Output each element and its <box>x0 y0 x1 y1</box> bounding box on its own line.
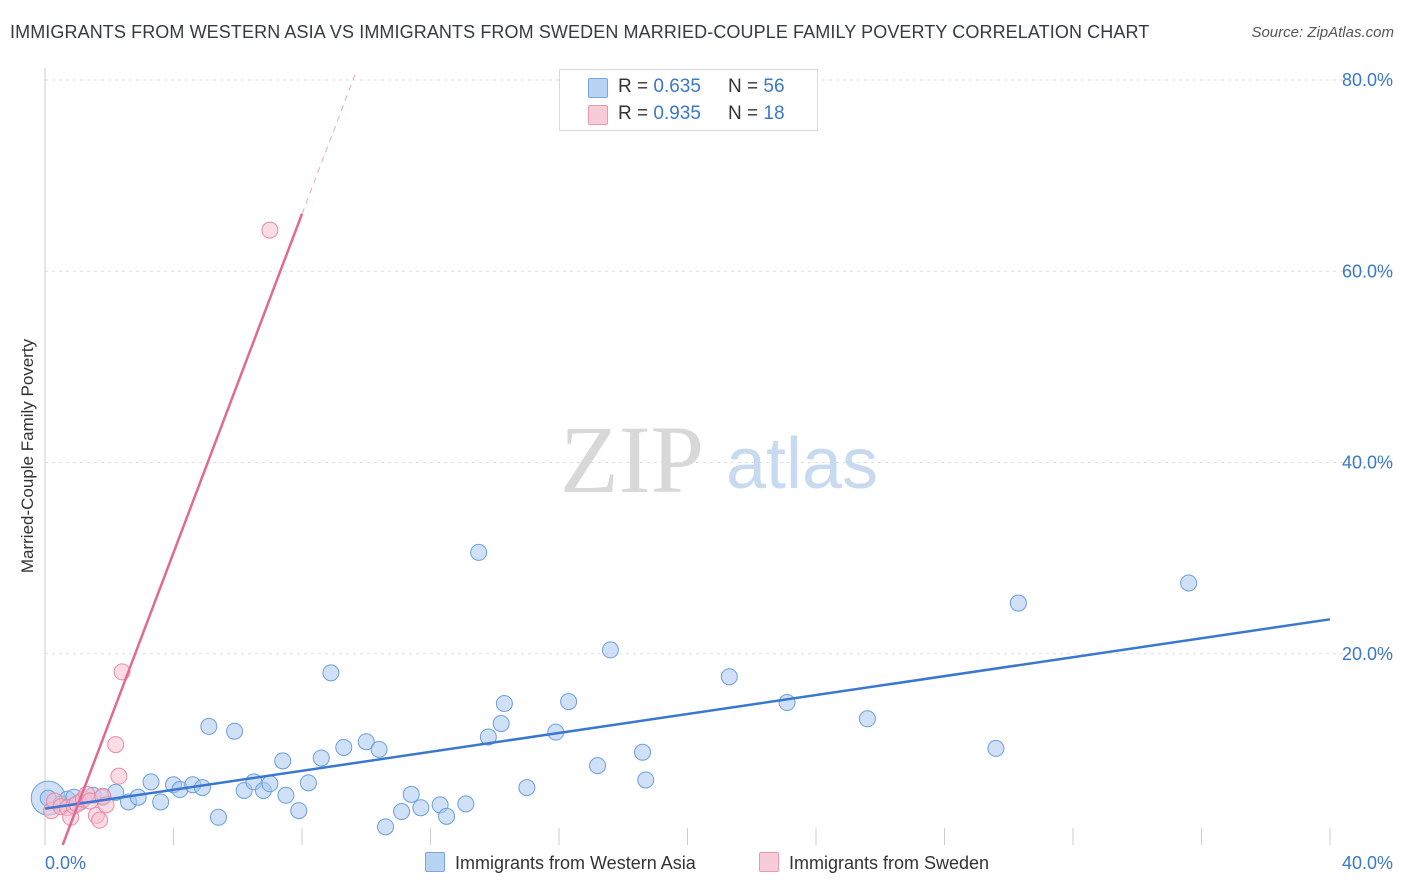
data-point <box>129 788 147 806</box>
data-point <box>142 773 160 791</box>
data-point <box>277 786 295 804</box>
x-tick-label: 40.0% <box>1342 853 1393 873</box>
data-point <box>1009 594 1027 612</box>
watermark-zip: ZIP <box>560 406 704 513</box>
data-point <box>720 668 738 686</box>
data-point <box>560 693 578 711</box>
data-point <box>91 811 109 829</box>
data-point <box>335 738 353 756</box>
data-point <box>438 807 456 825</box>
trendline-sweden-extension <box>301 70 358 215</box>
data-point <box>601 641 619 659</box>
y-tick-label: 40.0% <box>1342 453 1393 473</box>
legend-label: Immigrants from Sweden <box>789 853 990 873</box>
data-point <box>110 767 128 785</box>
data-point <box>261 221 279 239</box>
y-tick-label: 80.0% <box>1342 70 1393 90</box>
stats-legend-row-western-asia: R = 0.635 N = 56 <box>560 74 817 100</box>
x-tick-label: 0.0% <box>45 853 86 873</box>
pink-swatch <box>588 105 608 125</box>
trendlines <box>44 70 1331 846</box>
n-label: N = <box>728 103 764 124</box>
series-sweden-points <box>42 221 279 829</box>
tick-labels: 20.0% 40.0% 60.0% 80.0% 0.0% 40.0% <box>45 70 1393 873</box>
data-point <box>193 779 211 797</box>
blue-swatch <box>588 78 608 98</box>
blue-swatch <box>425 852 445 872</box>
data-point <box>226 722 244 740</box>
series-western-asia-points <box>30 543 1198 836</box>
data-point <box>637 771 655 789</box>
n-label: N = <box>728 76 764 97</box>
r-label: R = <box>618 76 654 97</box>
data-point <box>209 808 227 826</box>
source-label: Source: ZipAtlas.com <box>1251 24 1394 41</box>
legend-item-sweden: Immigrants from Sweden <box>759 852 989 874</box>
watermark: ZIP atlas <box>560 406 878 513</box>
n-value: 56 <box>763 76 785 97</box>
legend-item-western-asia: Immigrants from Western Asia <box>425 852 696 874</box>
legend-label: Immigrants from Western Asia <box>455 853 696 873</box>
data-point <box>377 818 395 836</box>
y-tick-label: 60.0% <box>1342 261 1393 281</box>
trendline-western-asia <box>44 618 1331 810</box>
data-point <box>634 743 652 761</box>
data-point <box>778 694 796 712</box>
data-point <box>370 740 388 758</box>
data-point <box>470 543 488 561</box>
data-point <box>518 779 536 797</box>
data-point <box>412 799 430 817</box>
data-point <box>987 739 1005 757</box>
n-value: 18 <box>763 103 785 124</box>
data-point <box>589 757 607 775</box>
r-label: R = <box>618 103 654 124</box>
data-point <box>152 793 170 811</box>
data-point <box>479 728 497 746</box>
data-point <box>312 749 330 767</box>
trendline-sweden <box>61 213 304 846</box>
data-point <box>322 664 340 682</box>
chart-title: IMMIGRANTS FROM WESTERN ASIA VS IMMIGRAN… <box>10 22 1150 42</box>
data-point <box>858 710 876 728</box>
watermark-atlas: atlas <box>726 424 878 504</box>
data-point <box>290 802 308 820</box>
data-point <box>1180 574 1198 592</box>
data-point <box>393 803 411 821</box>
data-point <box>274 752 292 770</box>
pink-swatch <box>759 852 779 872</box>
r-value: 0.935 <box>653 103 701 124</box>
stats-legend: R = 0.635 N = 56 R = 0.935 N = 18 <box>559 69 818 131</box>
data-point <box>457 795 475 813</box>
r-value: 0.635 <box>653 76 701 97</box>
data-point <box>261 775 279 793</box>
data-point <box>492 715 510 733</box>
stats-legend-row-sweden: R = 0.935 N = 18 <box>560 101 817 127</box>
gridlines <box>45 79 1392 655</box>
data-point <box>107 736 125 754</box>
data-point <box>495 694 513 712</box>
axes <box>44 68 1331 845</box>
data-point <box>402 785 420 803</box>
data-point <box>357 733 375 751</box>
data-point <box>200 717 218 735</box>
series-legend: Immigrants from Western Asia Immigrants … <box>0 852 1406 878</box>
y-tick-label: 20.0% <box>1342 644 1393 664</box>
data-point <box>299 774 317 792</box>
